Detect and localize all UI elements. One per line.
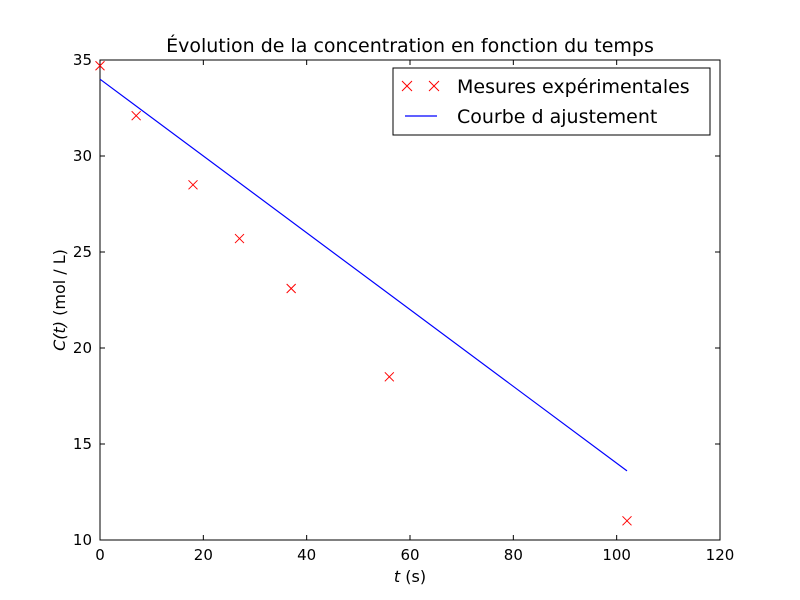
x-tick-label: 60	[400, 546, 419, 564]
x-axis: 0 20 40 60 80 100 120	[95, 60, 734, 564]
data-point	[95, 60, 105, 71]
y-axis-label: C(t) (mol / L)	[50, 249, 69, 351]
data-point	[384, 371, 395, 382]
y-axis-unit: (mol / L)	[50, 249, 69, 321]
data-point	[188, 179, 198, 190]
y-axis-variable: C(t)	[50, 321, 69, 351]
y-tick-label: 15	[73, 435, 92, 453]
x-tick-label: 80	[504, 546, 523, 564]
data-point-stroke	[131, 110, 142, 121]
y-tick-label: 30	[73, 147, 92, 165]
data-point	[131, 110, 142, 121]
chart-title: Évolution de la concentration en fonctio…	[166, 34, 654, 57]
legend-scatter-marker-2b	[428, 80, 440, 92]
data-point-stroke	[622, 515, 632, 526]
x-tick-label: 40	[297, 546, 316, 564]
x-tick-label: 120	[706, 546, 735, 564]
legend-scatter-marker-1b	[401, 80, 413, 92]
data-point-stroke	[234, 233, 245, 244]
x-axis-label: t (s)	[394, 567, 426, 586]
fit-line	[99, 78, 628, 472]
data-point-stroke	[188, 179, 198, 190]
x-axis-unit: (s)	[400, 567, 426, 586]
data-point	[234, 233, 245, 244]
y-tick-label: 20	[73, 339, 92, 357]
legend-label-fit: Courbe d ajustement	[457, 106, 657, 128]
y-tick-label: 10	[73, 531, 92, 549]
legend-label-measurements: Mesures expérimentales	[457, 76, 690, 98]
legend: Mesures expérimentales Courbe d ajusteme…	[392, 67, 711, 136]
data-point	[286, 283, 297, 294]
y-axis: 10 15 20 25 30 35	[73, 51, 720, 549]
plot-area	[99, 59, 721, 541]
data-point-stroke	[384, 371, 395, 382]
data-point-stroke	[286, 283, 297, 294]
legend-box	[392, 67, 711, 136]
x-tick-label: 20	[194, 546, 213, 564]
x-tick-label: 0	[95, 546, 105, 564]
data-point	[622, 515, 632, 526]
x-axis-variable: t	[394, 567, 401, 586]
y-tick-label: 25	[73, 243, 92, 261]
data-point-stroke	[95, 60, 105, 71]
plot-series	[95, 60, 632, 526]
x-tick-label: 100	[602, 546, 631, 564]
y-tick-label: 35	[73, 51, 92, 69]
